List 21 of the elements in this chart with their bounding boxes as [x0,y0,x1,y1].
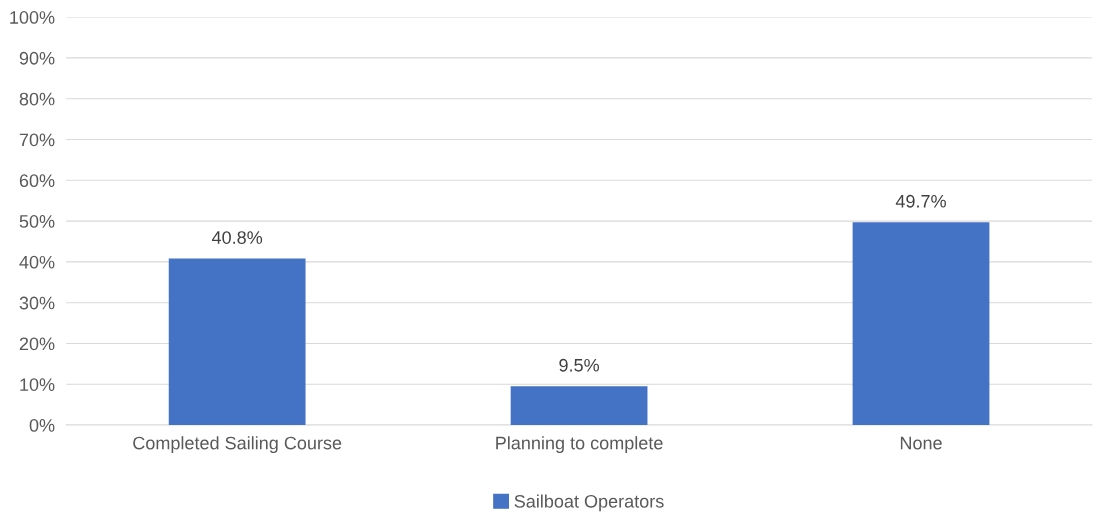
y-tick-label: 80% [19,92,55,106]
x-tick-label: Completed Sailing Course [133,436,342,453]
y-tick-label: 30% [19,296,55,310]
bar [510,386,648,426]
y-tick-label: 90% [19,51,55,65]
bar [852,222,990,426]
y-tick-label: 60% [19,174,55,188]
y-tick-label: 20% [19,337,55,351]
bar [168,258,306,426]
x-tick-label: Planning to complete [496,436,663,453]
y-tick-label: 100% [10,11,55,24]
y-tick-label: 10% [20,378,55,391]
data-label: 9.5% [559,358,600,372]
y-tick-label: 70% [19,133,55,147]
y-tick-label: 50% [19,215,55,228]
data-label: 40.8% [211,231,263,244]
data-label: 49.7% [895,194,946,208]
y-tick-label: 0% [29,419,55,432]
y-tick-label: 40% [19,255,55,269]
legend-label: Sailboat Operators [514,494,664,512]
x-tick-label: None [900,436,942,450]
